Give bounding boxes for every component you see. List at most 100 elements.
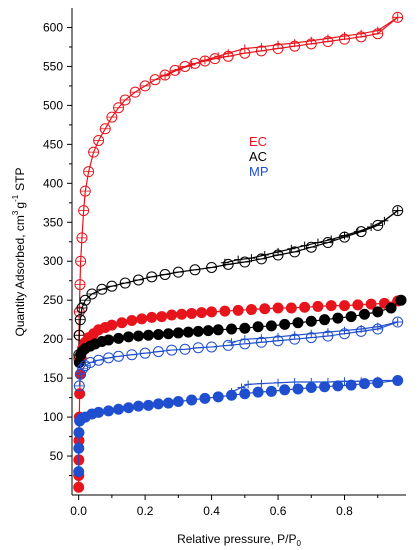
- data-point: [113, 403, 125, 415]
- data-point: [232, 304, 244, 316]
- data-point: [122, 331, 134, 343]
- y-axis-label-sup: 3: [11, 210, 20, 215]
- data-point: [162, 397, 174, 409]
- data-point: [352, 299, 364, 311]
- desorption-point: [244, 380, 253, 389]
- y-tick-label: 400: [43, 176, 63, 190]
- data-point: [332, 312, 344, 324]
- data-point: [358, 308, 370, 320]
- x-tick-label: 0.0: [70, 504, 87, 518]
- y-tick-label: 200: [43, 332, 63, 346]
- series-mp-open: [73, 316, 404, 392]
- desorption-point: [247, 254, 256, 263]
- data-point: [272, 302, 284, 314]
- y-axis-label-sup2: -1: [11, 194, 20, 202]
- data-point: [116, 317, 128, 329]
- data-point: [339, 300, 351, 312]
- desorption-point: [323, 34, 332, 43]
- data-point: [239, 388, 251, 400]
- data-point: [152, 398, 164, 410]
- series-ac-filled: [73, 294, 407, 369]
- data-point: [162, 328, 174, 340]
- desorption-point: [290, 39, 299, 48]
- data-point: [212, 391, 224, 403]
- data-point: [245, 304, 257, 316]
- data-point: [186, 307, 198, 319]
- y-tick-label: 300: [43, 254, 63, 268]
- data-point: [279, 318, 291, 330]
- data-point: [206, 306, 218, 318]
- data-point: [252, 386, 264, 398]
- desorption-point: [274, 378, 283, 387]
- x-axis-label: Relative pressure, P/P0: [177, 532, 301, 548]
- data-point: [219, 305, 231, 317]
- data-point: [103, 334, 115, 346]
- desorption-point: [257, 379, 266, 388]
- data-point: [93, 406, 105, 418]
- desorption-point: [340, 231, 349, 240]
- data-point: [299, 301, 311, 313]
- desorption-point: [161, 71, 170, 80]
- data-point: [372, 377, 384, 389]
- desorption-point: [300, 241, 309, 250]
- data-point: [312, 300, 324, 312]
- data-point: [73, 442, 85, 454]
- legend-entry-ec: EC: [249, 134, 267, 149]
- desorption-point: [373, 26, 382, 35]
- y-tick-label: 50: [50, 449, 64, 463]
- x-tick-label: 0.2: [137, 504, 154, 518]
- data-point: [172, 395, 184, 407]
- y-tick-label: 100: [43, 410, 63, 424]
- y-tick-label: 500: [43, 98, 63, 112]
- y-ticks: 50 100 150 200 250 300 350 400 450 500 550 600: [43, 20, 72, 477]
- data-point: [182, 326, 194, 338]
- data-point: [226, 323, 238, 335]
- data-point: [146, 311, 158, 323]
- desorption-point: [367, 222, 376, 231]
- legend-entry-mp: MP: [249, 164, 269, 179]
- data-point: [132, 400, 144, 412]
- data-point: [285, 302, 297, 314]
- y-tick-label: 150: [43, 371, 63, 385]
- desorption-line: [164, 16, 399, 77]
- data-point: [166, 309, 178, 321]
- x-tick-label: 0.6: [270, 504, 287, 518]
- data-point: [305, 315, 317, 327]
- y-tick-label: 550: [43, 59, 63, 73]
- x-tick-label: 0.8: [336, 504, 353, 518]
- data-point: [113, 332, 125, 344]
- x-axis-label-subscript: 0: [296, 539, 301, 548]
- desorption-point: [380, 216, 389, 225]
- data-point: [212, 324, 224, 336]
- data-point: [202, 325, 214, 337]
- data-point: [142, 329, 154, 341]
- desorption-point: [307, 36, 316, 45]
- desorption-point: [200, 56, 209, 65]
- data-point: [292, 383, 304, 395]
- data-point: [259, 303, 271, 315]
- series-ec-open: [73, 11, 404, 365]
- series-line: [78, 379, 398, 472]
- legend-entry-ac: AC: [249, 149, 267, 164]
- desorption-point: [340, 377, 349, 386]
- data-point: [136, 313, 148, 325]
- data-point: [319, 381, 331, 393]
- data-point: [132, 330, 144, 342]
- data-point: [226, 389, 238, 401]
- desorption-point: [274, 247, 283, 256]
- data-point: [74, 388, 86, 400]
- data-point: [372, 306, 384, 318]
- data-point: [186, 394, 198, 406]
- desorption-point: [340, 32, 349, 41]
- y-tick-label: 350: [43, 215, 63, 229]
- y-tick-label: 450: [43, 137, 63, 151]
- desorption-point: [357, 29, 366, 38]
- desorption-point: [340, 326, 349, 335]
- data-point: [103, 405, 115, 417]
- data-point: [106, 319, 118, 331]
- data-point: [392, 374, 404, 386]
- data-point: [172, 327, 184, 339]
- data-point: [152, 328, 164, 340]
- data-point: [385, 302, 397, 314]
- desorption-line: [224, 210, 399, 264]
